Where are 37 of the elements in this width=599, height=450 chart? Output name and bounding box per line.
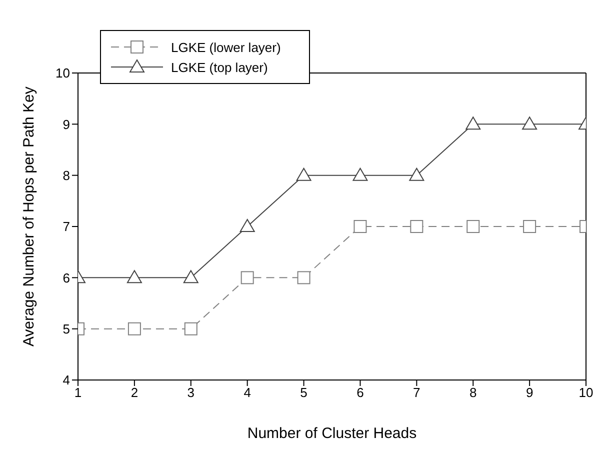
- y-tick-label: 10: [56, 66, 70, 81]
- x-tick-label: 3: [187, 385, 195, 400]
- y-tick-label: 8: [62, 168, 70, 183]
- point: [466, 116, 481, 130]
- x-tick-label: 6: [356, 385, 364, 400]
- x-tick-label: 9: [526, 385, 534, 400]
- legend-label: LGKE (lower layer): [171, 40, 281, 54]
- point: [296, 168, 312, 181]
- point: [297, 271, 310, 284]
- x-tick-label: 7: [413, 385, 420, 400]
- y-tick-label: 6: [62, 270, 70, 286]
- point: [523, 220, 536, 233]
- point: [184, 322, 198, 336]
- x-axis-title: Number of Cluster Heads: [247, 425, 417, 442]
- x-tick-label: 2: [130, 385, 138, 400]
- point: [466, 220, 480, 233]
- legend-label: LGKE (top layer): [171, 60, 268, 74]
- point: [522, 116, 538, 130]
- x-tick-label: 5: [300, 385, 308, 400]
- x-tick-label: 4: [244, 385, 251, 400]
- y-tick-label: 9: [62, 116, 70, 132]
- x-tick-label: 8: [469, 385, 477, 400]
- point: [354, 220, 367, 233]
- point: [240, 271, 254, 284]
- point: [128, 322, 141, 336]
- y-tick-label: 5: [62, 321, 70, 336]
- y-tick-label: 7: [62, 219, 70, 234]
- point: [183, 270, 198, 284]
- point: [240, 219, 255, 232]
- point: [410, 220, 424, 233]
- x-tick-label: 10: [578, 385, 594, 400]
- y-axis-title: Average Number of Hops per Path Key: [20, 86, 38, 346]
- point: [126, 270, 142, 284]
- x-tick-label: 1: [74, 385, 82, 400]
- point: [352, 168, 368, 181]
- point: [409, 168, 424, 181]
- y-tick-label: 4: [62, 372, 70, 388]
